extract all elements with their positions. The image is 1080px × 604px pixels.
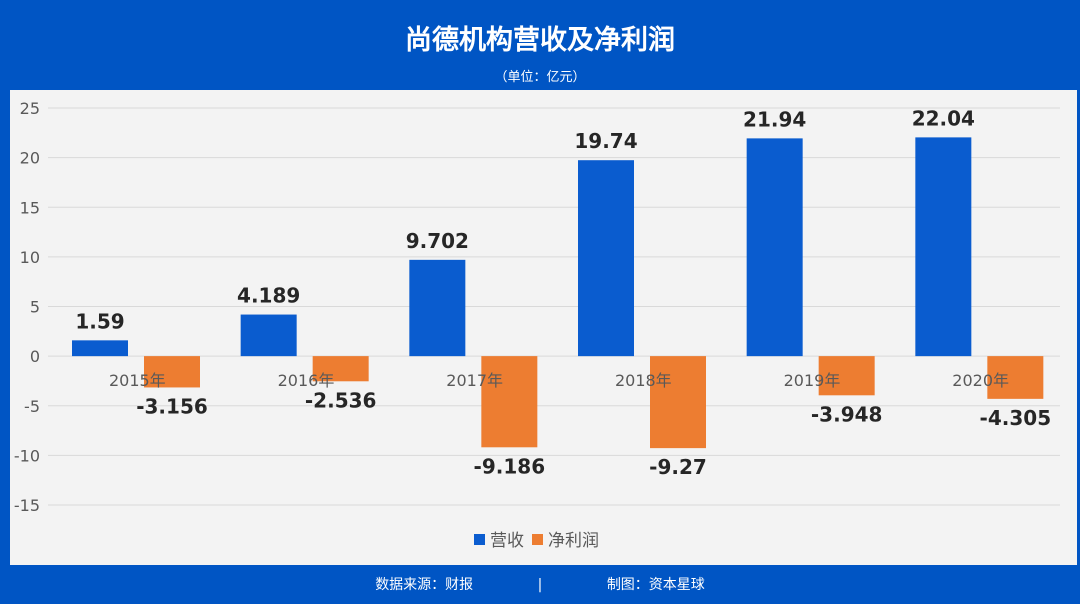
net-profit-data-label: -9.186 <box>474 454 546 478</box>
net-profit-data-label: -3.156 <box>136 394 208 418</box>
legend-label-net-profit: 净利润 <box>548 531 599 551</box>
x-tick-label: 2020年 <box>952 371 1009 390</box>
x-tick-label: 2017年 <box>446 371 503 390</box>
revenue-data-label: 19.74 <box>574 129 637 153</box>
net-profit-data-label: -9.27 <box>649 455 707 479</box>
y-tick-label: 25 <box>20 99 40 118</box>
legend-label-revenue: 营收 <box>490 531 524 551</box>
y-tick-label: 0 <box>30 347 40 366</box>
x-tick-label: 2015年 <box>109 371 166 390</box>
net-profit-bar <box>481 356 538 448</box>
revenue-bar <box>746 138 803 357</box>
revenue-bar <box>915 137 972 357</box>
y-tick-label: 5 <box>30 298 40 317</box>
revenue-data-label: 22.04 <box>912 106 975 130</box>
revenue-data-label: 1.59 <box>75 309 124 333</box>
y-tick-label: 15 <box>20 198 40 217</box>
chart-credit: 制图：资本星球 <box>606 577 705 593</box>
revenue-bar <box>72 340 128 357</box>
y-tick-label: -5 <box>24 397 40 416</box>
net-profit-bar <box>144 356 200 388</box>
chart-panel <box>10 90 1077 565</box>
net-profit-bar <box>312 356 369 382</box>
net-profit-bar <box>650 356 706 449</box>
x-tick-label: 2016年 <box>278 371 335 390</box>
net-profit-data-label: -3.948 <box>811 402 883 426</box>
net-profit-bar <box>987 356 1044 399</box>
revenue-data-label: 21.94 <box>743 107 806 131</box>
legend-swatch-net-profit <box>532 534 543 545</box>
net-profit-bar <box>818 356 875 396</box>
y-tick-label: -10 <box>14 446 40 465</box>
x-tick-label: 2019年 <box>784 371 841 390</box>
chart-subtitle: （单位：亿元） <box>494 70 586 85</box>
data-source: 数据来源：财报 <box>375 577 474 593</box>
revenue-data-label: 4.189 <box>237 284 300 308</box>
footer: 数据来源：财报 | 制图：资本星球 <box>0 574 1080 594</box>
net-profit-data-label: -2.536 <box>305 388 377 412</box>
chart-title: 尚德机构营收及净利润 <box>405 25 675 56</box>
x-tick-label: 2018年 <box>615 371 672 390</box>
revenue-data-label: 9.702 <box>406 229 469 253</box>
y-tick-label: 10 <box>20 248 40 267</box>
revenue-bar <box>240 314 297 357</box>
y-tick-label: -15 <box>14 496 40 515</box>
revenue-bar <box>578 160 634 357</box>
legend-swatch-revenue <box>474 534 485 545</box>
footer-separator: | <box>537 577 543 593</box>
y-tick-label: 20 <box>20 149 40 168</box>
revenue-bar <box>409 259 466 357</box>
net-profit-data-label: -4.305 <box>980 406 1052 430</box>
